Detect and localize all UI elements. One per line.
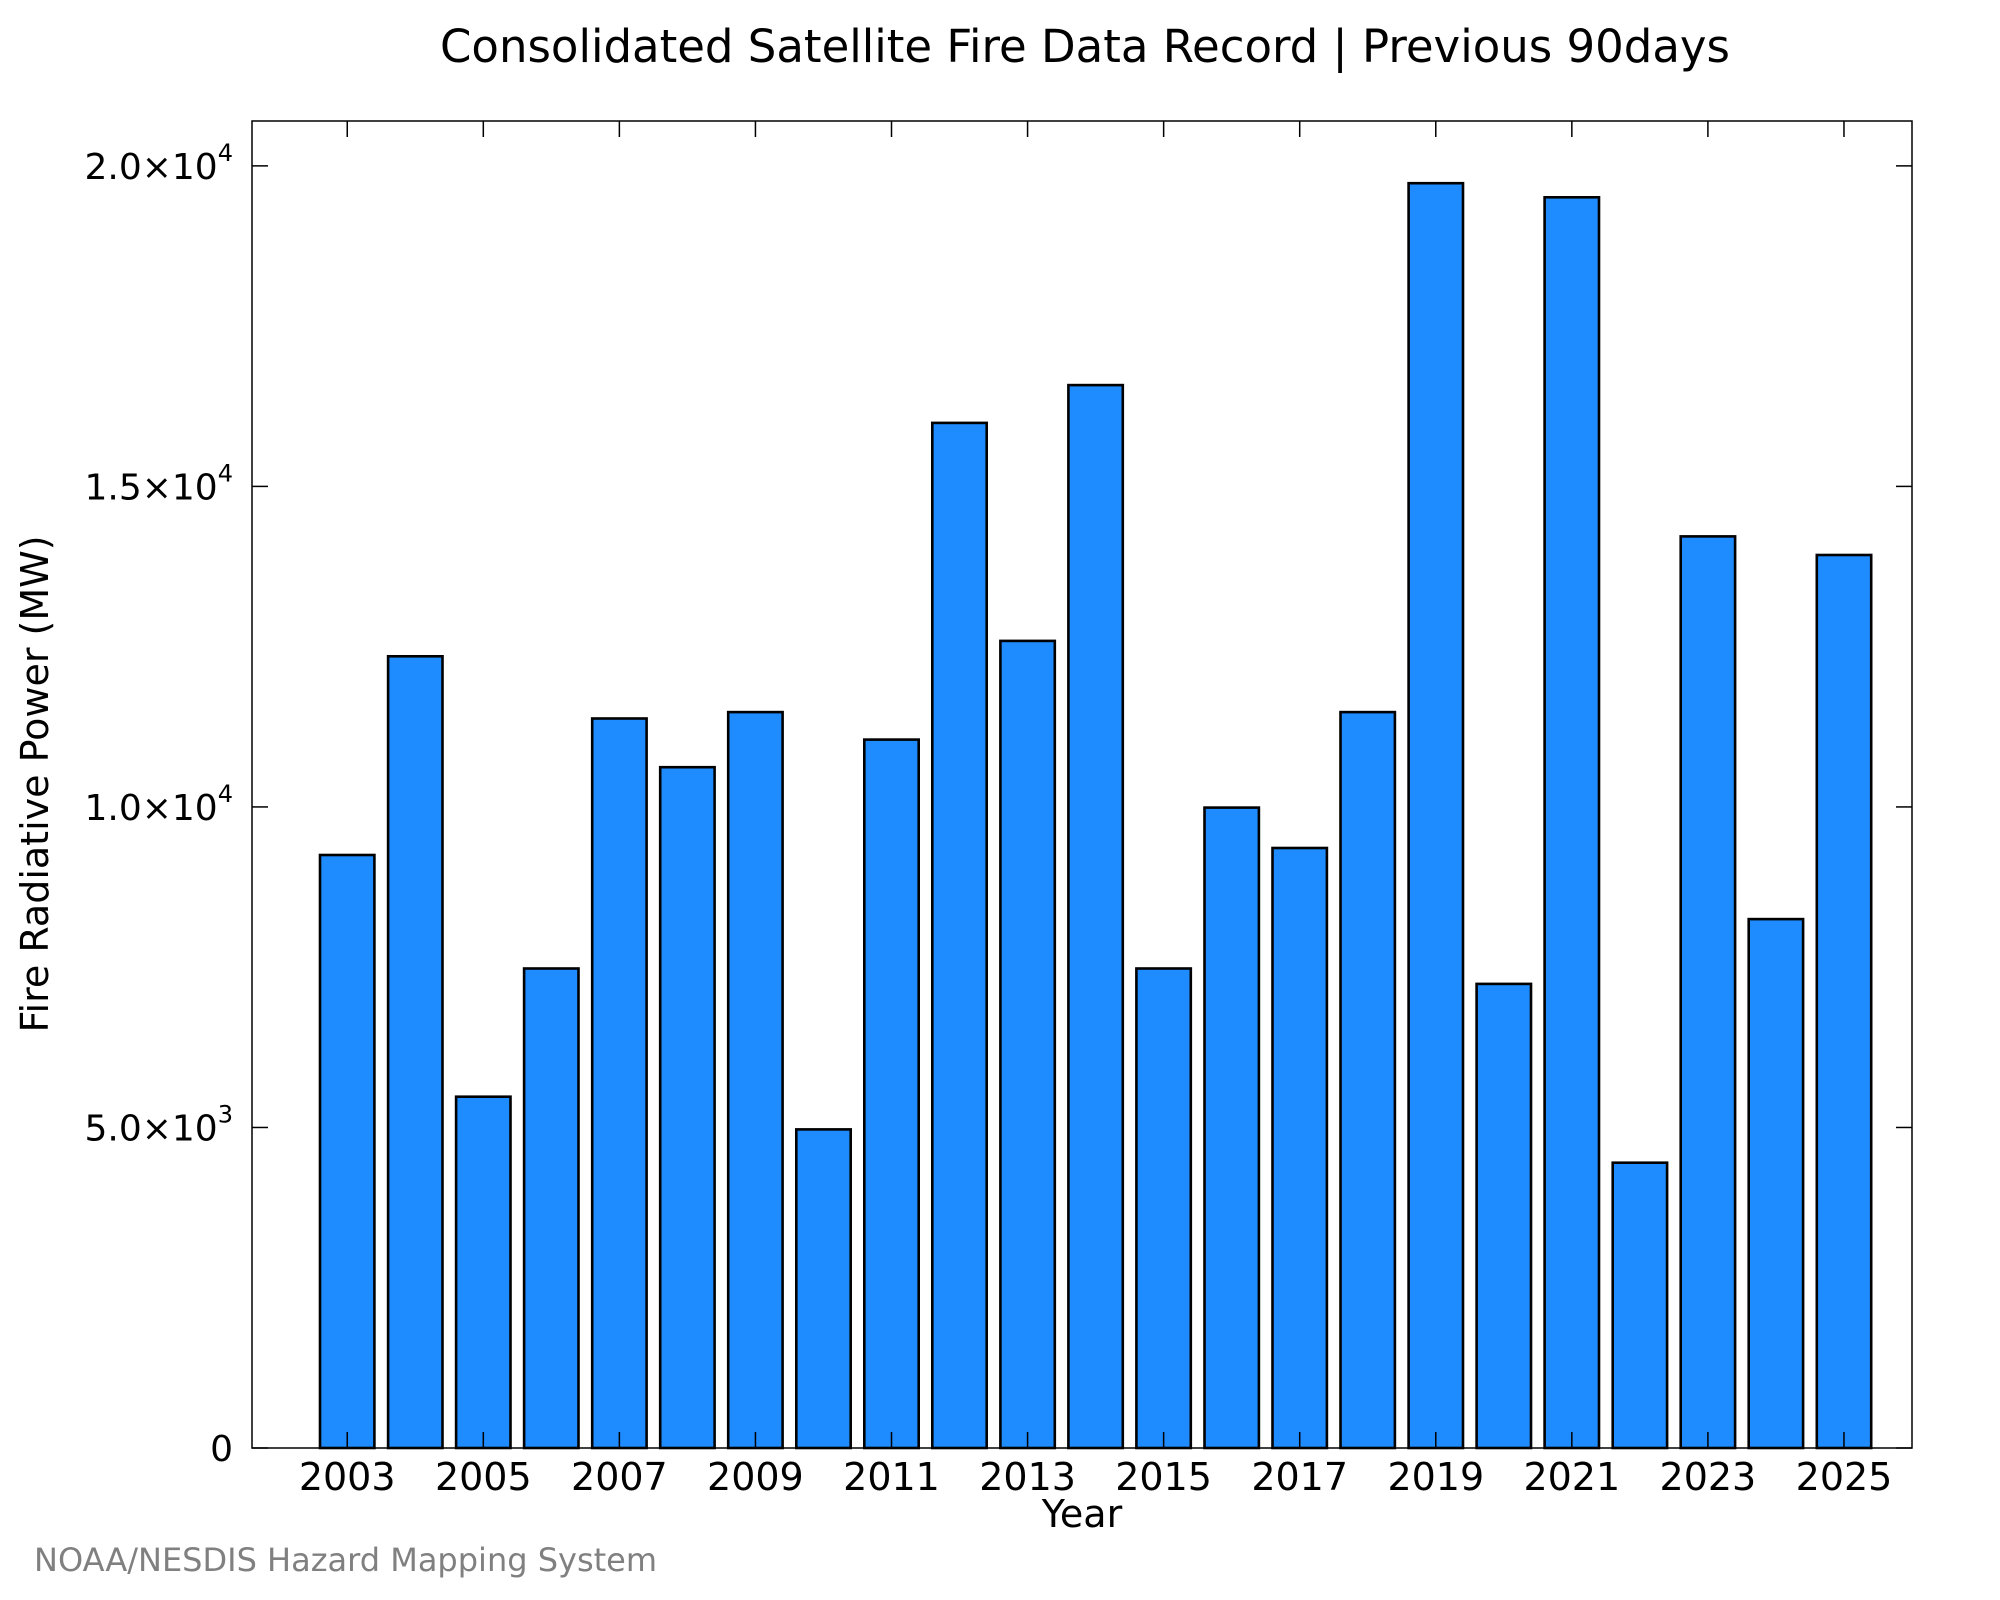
bar-2014 [1067,383,1125,1450]
bar-2008 [658,765,716,1450]
x-tick-label-2011: 2011 [843,1455,940,1499]
bars-layer [318,181,1873,1450]
y-axis-label: Fire Radiative Power (MW) [13,535,57,1032]
bar-2015 [1135,967,1193,1450]
bar-2025 [1815,553,1873,1450]
bar-2016 [1203,806,1261,1450]
y-tick-label: 5.0×103 [84,1100,233,1149]
x-tick-label-2025: 2025 [1796,1455,1893,1499]
bar-2020 [1475,982,1533,1450]
y-tick-label: 0 [210,1429,233,1470]
bar-2018 [1339,710,1397,1450]
bar-2022 [1611,1161,1669,1450]
bar-2004 [386,654,444,1450]
x-tick-label-2015: 2015 [1115,1455,1212,1499]
y-tick-label: 2.0×104 [84,139,233,188]
x-tick-label-2009: 2009 [707,1455,804,1499]
x-tick-label-2013: 2013 [979,1455,1076,1499]
x-tick-label-2023: 2023 [1660,1455,1757,1499]
bar-2013 [999,639,1057,1450]
bar-2011 [862,738,920,1450]
bar-2006 [522,967,580,1450]
x-tick-label-2005: 2005 [435,1455,532,1499]
bar-2017 [1271,846,1329,1450]
x-tick-label-2019: 2019 [1387,1455,1484,1499]
bar-2007 [590,717,648,1450]
x-axis-label: Year [1041,1492,1123,1536]
x-axis-tick-labels: 2003 2005 2007 2009 2011 2013 2015 2017 2019 2021… [299,1455,1893,1499]
bar-2010 [794,1128,852,1450]
plot-area-frame [251,120,1913,1449]
bar-2021 [1543,196,1601,1450]
x-tick-label-2007: 2007 [571,1455,668,1499]
y-axis-tick-labels: 0 5.0×103 1.0×104 1.5×104 2.0×104 [84,139,233,1470]
chart-title: Consolidated Satellite Fire Data Record … [440,20,1730,73]
y-tick-label: 1.0×104 [84,780,233,829]
bar-2024 [1747,917,1805,1450]
bar-2005 [454,1095,512,1450]
x-tick-label-2017: 2017 [1251,1455,1348,1499]
x-tick-label-2003: 2003 [299,1455,396,1499]
source-credit: NOAA/NESDIS Hazard Mapping System [34,1541,657,1579]
bar-2009 [726,710,784,1450]
x-tick-label-2021: 2021 [1523,1455,1620,1499]
bar-2023 [1679,535,1737,1450]
y-tick-label: 1.5×104 [84,459,233,508]
bar-2003 [318,853,376,1450]
bar-2012 [930,421,988,1450]
bar-2019 [1407,181,1465,1450]
ticks-layer [252,121,1912,1449]
